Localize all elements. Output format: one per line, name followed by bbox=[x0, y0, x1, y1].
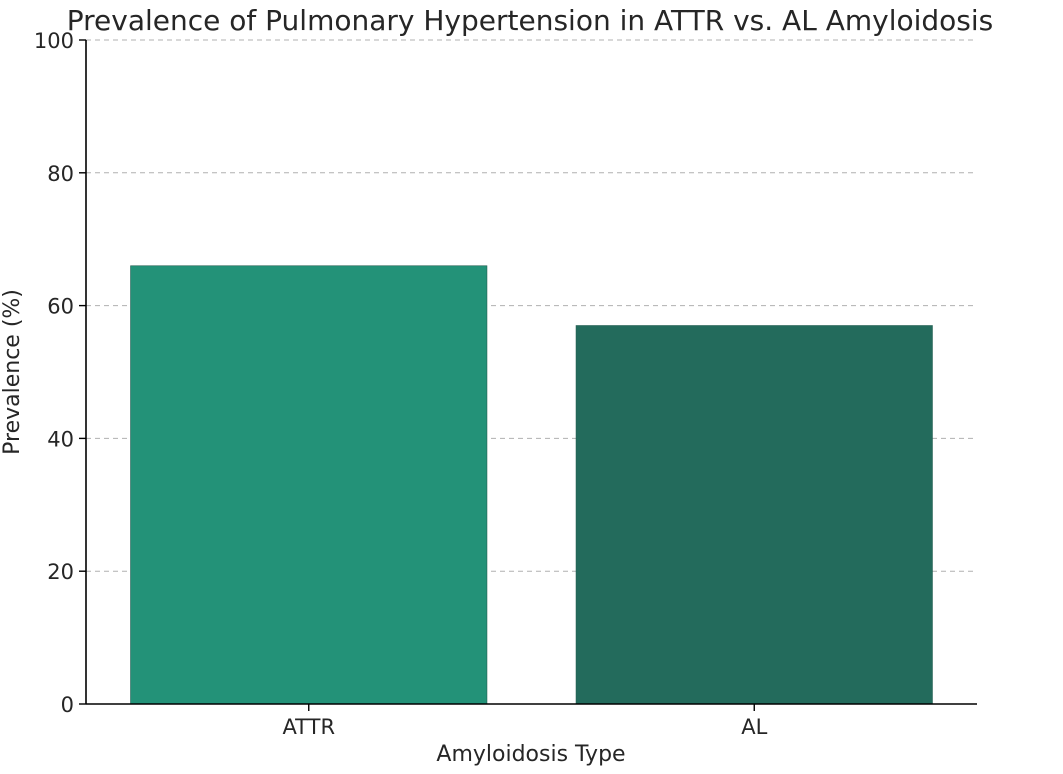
axis-layer bbox=[85, 40, 977, 705]
tick-layer: 0 20 40 60 80 100 ATTR AL bbox=[34, 29, 768, 739]
x-tick-label: ATTR bbox=[282, 715, 335, 739]
y-axis-label: Prevalence (%) bbox=[0, 289, 25, 455]
bar-layer bbox=[130, 265, 933, 705]
x-axis-label: Amyloidosis Type bbox=[436, 742, 625, 767]
y-tick-label: 40 bbox=[47, 427, 74, 451]
y-tick-label: 60 bbox=[47, 295, 74, 319]
chart-title: Prevalence of Pulmonary Hypertension in … bbox=[67, 4, 994, 37]
bar-al bbox=[575, 325, 933, 705]
y-tick-label: 0 bbox=[61, 693, 74, 717]
y-tick-label: 20 bbox=[47, 560, 74, 584]
x-tick-label: AL bbox=[741, 715, 767, 739]
y-tick-label: 100 bbox=[34, 29, 74, 53]
y-tick-label: 80 bbox=[47, 162, 74, 186]
bar-attr bbox=[130, 265, 488, 705]
